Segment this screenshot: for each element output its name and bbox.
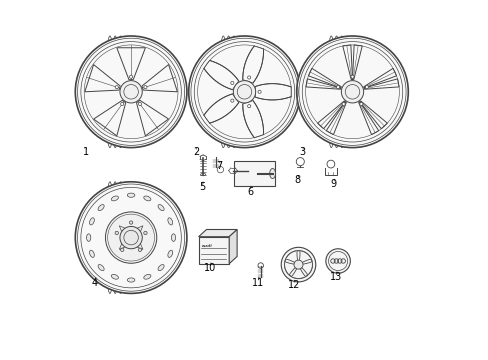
Text: 3: 3 <box>299 147 305 157</box>
Bar <box>198 237 229 264</box>
Circle shape <box>138 248 142 252</box>
Circle shape <box>115 86 118 89</box>
Ellipse shape <box>127 193 135 197</box>
Ellipse shape <box>89 250 94 257</box>
Text: 6: 6 <box>247 186 253 197</box>
Text: 1: 1 <box>83 147 89 157</box>
Ellipse shape <box>143 274 151 279</box>
Ellipse shape <box>143 196 151 201</box>
Circle shape <box>281 247 315 282</box>
Text: 11: 11 <box>251 277 264 288</box>
Circle shape <box>247 76 250 79</box>
Circle shape <box>258 90 261 93</box>
Circle shape <box>143 86 147 89</box>
Ellipse shape <box>111 196 118 201</box>
Text: 13: 13 <box>329 272 342 282</box>
Circle shape <box>143 231 147 235</box>
Text: audi: audi <box>201 244 212 248</box>
Text: 2: 2 <box>192 147 199 157</box>
Circle shape <box>138 103 141 105</box>
Ellipse shape <box>98 204 104 211</box>
Circle shape <box>75 182 186 293</box>
Ellipse shape <box>158 265 164 271</box>
Ellipse shape <box>86 234 91 241</box>
Circle shape <box>230 81 233 85</box>
Ellipse shape <box>158 204 164 211</box>
Circle shape <box>75 36 186 148</box>
Circle shape <box>121 103 123 105</box>
Bar <box>233 161 275 186</box>
Polygon shape <box>229 230 237 264</box>
Circle shape <box>115 231 118 235</box>
Circle shape <box>121 248 123 252</box>
Ellipse shape <box>111 274 118 279</box>
Ellipse shape <box>171 234 175 241</box>
Circle shape <box>230 99 233 102</box>
Ellipse shape <box>269 168 275 179</box>
Circle shape <box>350 75 353 78</box>
Circle shape <box>296 36 407 148</box>
Ellipse shape <box>167 218 172 225</box>
Circle shape <box>129 75 132 78</box>
Ellipse shape <box>167 250 172 257</box>
Circle shape <box>342 103 345 105</box>
Ellipse shape <box>98 265 104 271</box>
Text: 8: 8 <box>294 175 300 185</box>
Ellipse shape <box>127 278 135 282</box>
Text: 7: 7 <box>216 161 222 171</box>
Ellipse shape <box>89 218 94 225</box>
Polygon shape <box>198 230 237 237</box>
Circle shape <box>359 103 362 105</box>
Circle shape <box>365 86 367 89</box>
Circle shape <box>129 221 133 224</box>
Circle shape <box>105 212 157 263</box>
Circle shape <box>247 104 250 108</box>
Text: 4: 4 <box>92 277 98 288</box>
Circle shape <box>341 81 363 103</box>
Circle shape <box>120 226 142 249</box>
Circle shape <box>293 260 303 269</box>
Text: 10: 10 <box>204 263 216 273</box>
Text: 5: 5 <box>199 182 205 192</box>
Circle shape <box>325 249 349 273</box>
Text: 9: 9 <box>330 179 336 189</box>
Circle shape <box>188 36 300 148</box>
Text: 12: 12 <box>287 280 300 290</box>
Circle shape <box>120 81 142 103</box>
Circle shape <box>336 86 339 89</box>
Circle shape <box>233 81 255 103</box>
